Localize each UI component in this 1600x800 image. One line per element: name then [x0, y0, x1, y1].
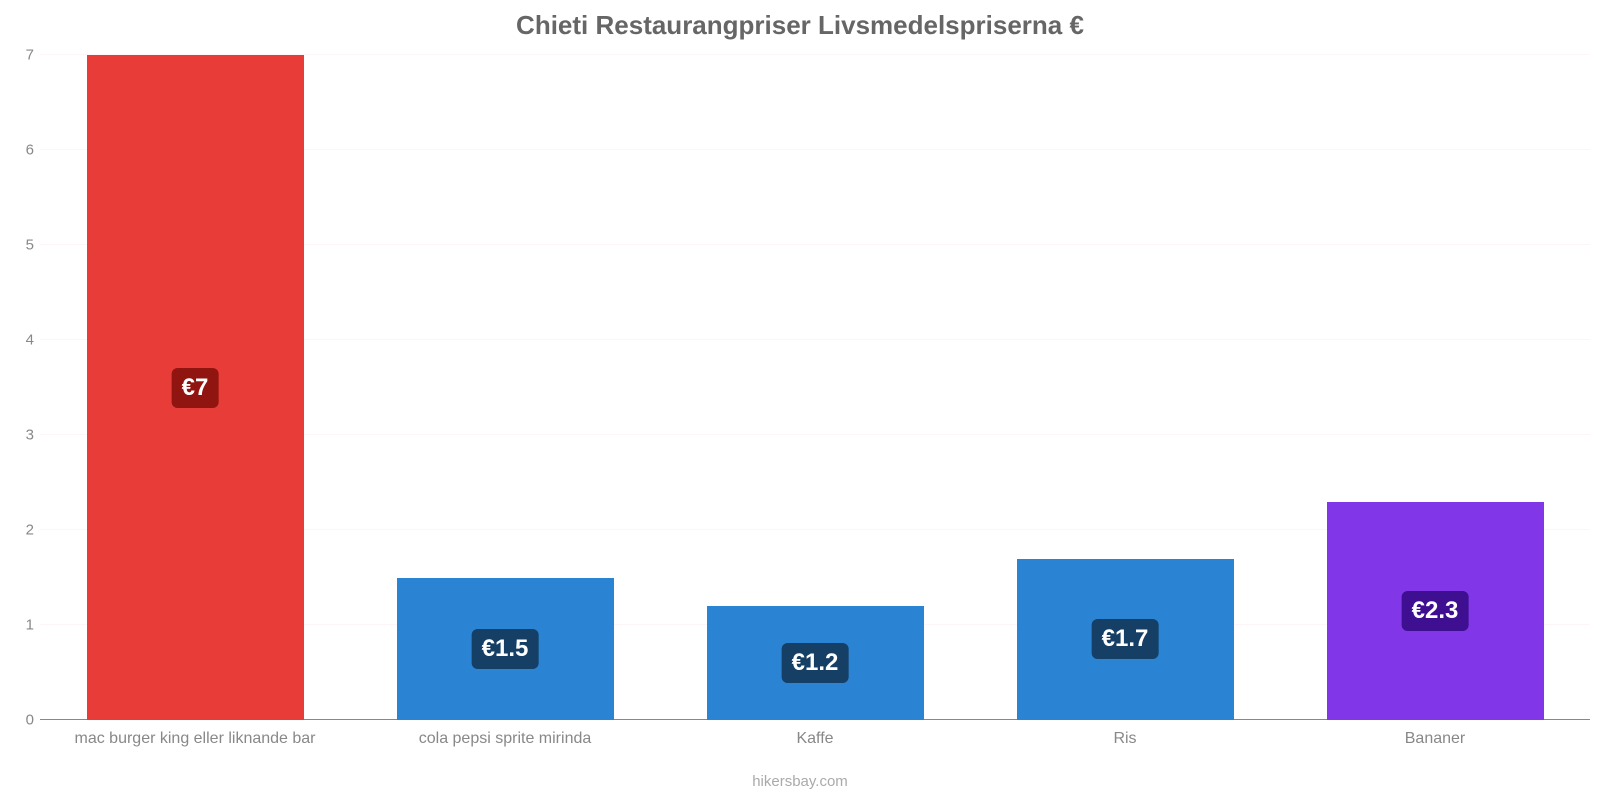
x-axis-label: Kaffe: [796, 730, 833, 748]
y-tick-label: 6: [26, 142, 40, 159]
y-tick-label: 2: [26, 522, 40, 539]
price-bar-chart: Chieti Restaurangpriser Livsmedelspriser…: [0, 0, 1600, 800]
bar: €1.2: [707, 606, 924, 720]
y-tick-label: 4: [26, 332, 40, 349]
bar-value-badge: €2.3: [1402, 591, 1469, 631]
y-tick-label: 0: [26, 712, 40, 729]
bar: €7: [87, 55, 304, 720]
chart-title: Chieti Restaurangpriser Livsmedelspriser…: [0, 0, 1600, 41]
y-tick-label: 1: [26, 617, 40, 634]
y-tick-label: 7: [26, 47, 40, 64]
bar-value-badge: €1.5: [472, 629, 539, 669]
x-axis-label: Ris: [1113, 730, 1136, 748]
bar: €1.5: [397, 578, 614, 721]
y-tick-label: 3: [26, 427, 40, 444]
bar-value-badge: €1.2: [782, 643, 849, 683]
x-axis-label: mac burger king eller liknande bar: [74, 730, 315, 748]
bar: €2.3: [1327, 502, 1544, 721]
plot-area: 01234567€7€1.5€1.2€1.7€2.3: [40, 55, 1590, 720]
x-axis-label: cola pepsi sprite mirinda: [419, 730, 592, 748]
x-axis-label: Bananer: [1405, 730, 1466, 748]
x-axis-labels: mac burger king eller liknande bar cola p…: [40, 730, 1590, 760]
bar-value-badge: €1.7: [1092, 619, 1159, 659]
bar: €1.7: [1017, 559, 1234, 721]
y-tick-label: 5: [26, 237, 40, 254]
chart-caption: hikersbay.com: [0, 773, 1600, 790]
bar-value-badge: €7: [172, 368, 219, 408]
